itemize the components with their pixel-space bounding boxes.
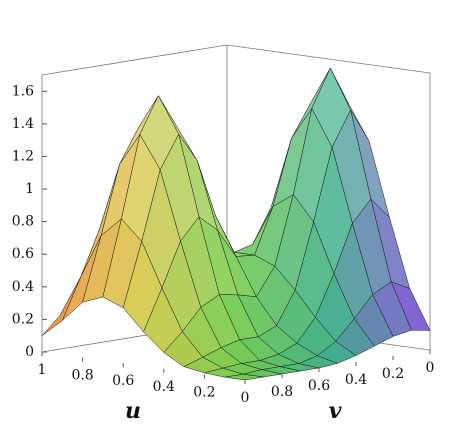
- x-tick-label: 0.6: [112, 373, 134, 389]
- z-tick-label: 1.2: [12, 148, 34, 164]
- y-tick-label: 0.8: [271, 384, 293, 400]
- z-tick-label: 0: [25, 344, 34, 360]
- y-tick-label: 0.4: [345, 372, 367, 388]
- y-tick-label: 0.6: [308, 378, 330, 394]
- z-tick-label: 1.4: [12, 116, 34, 132]
- z-tick-label: 0.6: [12, 246, 34, 262]
- x-tick-label: 0.8: [71, 368, 93, 384]
- z-tick-label: 1: [25, 181, 34, 197]
- x-tick-label: 0: [241, 390, 250, 406]
- x-axis-label: u: [125, 398, 141, 424]
- z-tick-label: 1.6: [12, 83, 34, 99]
- y-axis-label: v: [329, 398, 342, 424]
- x-tick-label: 0.2: [193, 384, 215, 400]
- frame-line: [41, 44, 228, 76]
- frame-line: [226, 44, 431, 74]
- x-tick-label: 0.4: [153, 379, 175, 395]
- z-tick-label: 0.8: [12, 214, 34, 230]
- y-tick-label: 0: [426, 360, 435, 376]
- y-tick-label: 0.2: [382, 366, 404, 382]
- z-tick-label: 0.4: [12, 279, 34, 295]
- surface-patch: [224, 373, 264, 381]
- x-tick-label: 1: [38, 362, 47, 378]
- z-tick-label: 0.2: [12, 311, 34, 327]
